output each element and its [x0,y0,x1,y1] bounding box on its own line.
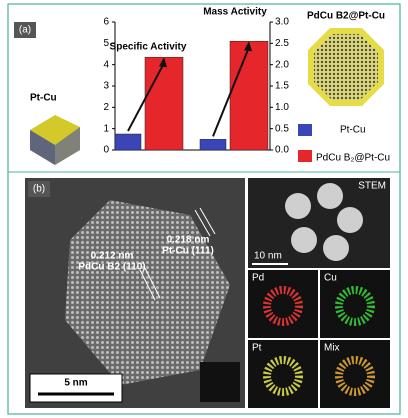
y2-tick-label: 0.5 [275,123,289,134]
image-label: PdCu B2@Pt-Cu [307,11,385,22]
legend-swatch [298,150,312,162]
legend-swatch [298,124,312,136]
annotation: PdCu B2 (110) [78,262,145,273]
core-shell-particle [308,28,384,106]
y2-tick-label: 3.0 [275,17,289,28]
label-box [14,22,36,38]
panel-label: (a) [19,25,31,36]
annotation: Pt-Cu (111) [162,246,214,257]
arrow-head [159,57,167,68]
bar [229,40,269,151]
label-box [28,181,50,197]
fringe [199,207,216,235]
trend-arrow [212,46,250,137]
bar [199,139,227,151]
fringe [194,209,211,237]
map-ring [263,286,303,326]
fringe [139,269,156,301]
bar [114,133,142,151]
y-tick-label: 1 [103,123,109,134]
frame [7,3,401,415]
y2-tick-label: 2.0 [275,59,289,70]
legend-label: PdCu B₂@Pt-Cu [316,153,390,164]
legend-label: Pt-Cu [340,125,366,136]
fft-inset [200,362,240,402]
stem-label: STEM [358,181,386,192]
element-map [248,340,318,408]
map-label: Mix [324,343,340,354]
y2-tick-label: 2.5 [275,38,289,49]
scale-box [29,373,123,403]
y-tick-label: 5 [103,38,109,49]
y2-tick-label: 1.0 [275,102,289,113]
image-label: Pt-Cu [30,93,57,104]
nanoparticle [65,200,230,385]
pt-cu-cluster [30,115,80,165]
category-label: Specific Activity [110,42,187,53]
y-tick-label: 3 [103,81,109,92]
trend-arrow [127,62,165,132]
bar [144,56,184,151]
map-ring [335,356,375,396]
y2-tick-label: 1.5 [275,81,289,92]
scale-label: 10 nm [254,251,282,262]
y-tick-label: 6 [103,17,109,28]
y-tick-label: 4 [103,59,109,70]
element-map [248,270,318,338]
map-label: Cu [324,273,337,284]
annotation: 0.212 nm [91,251,134,262]
arrow-head [244,41,252,52]
map-label: Pt [252,343,262,354]
scale-label: 5 nm [64,378,87,389]
map-ring [335,286,375,326]
y-tick-label: 2 [103,102,109,113]
y2-tick-label: 0.0 [275,145,289,156]
element-map [320,270,390,338]
map-ring [263,356,303,396]
annotation: 0.218 nm [167,235,210,246]
category-label: Mass Activity [203,7,267,18]
map-label: Pd [252,273,264,284]
element-map [320,340,390,408]
fringe [144,267,161,299]
y-tick-label: 0 [103,145,109,156]
stem-particles [285,183,363,261]
panel-label: (b) [33,184,45,195]
